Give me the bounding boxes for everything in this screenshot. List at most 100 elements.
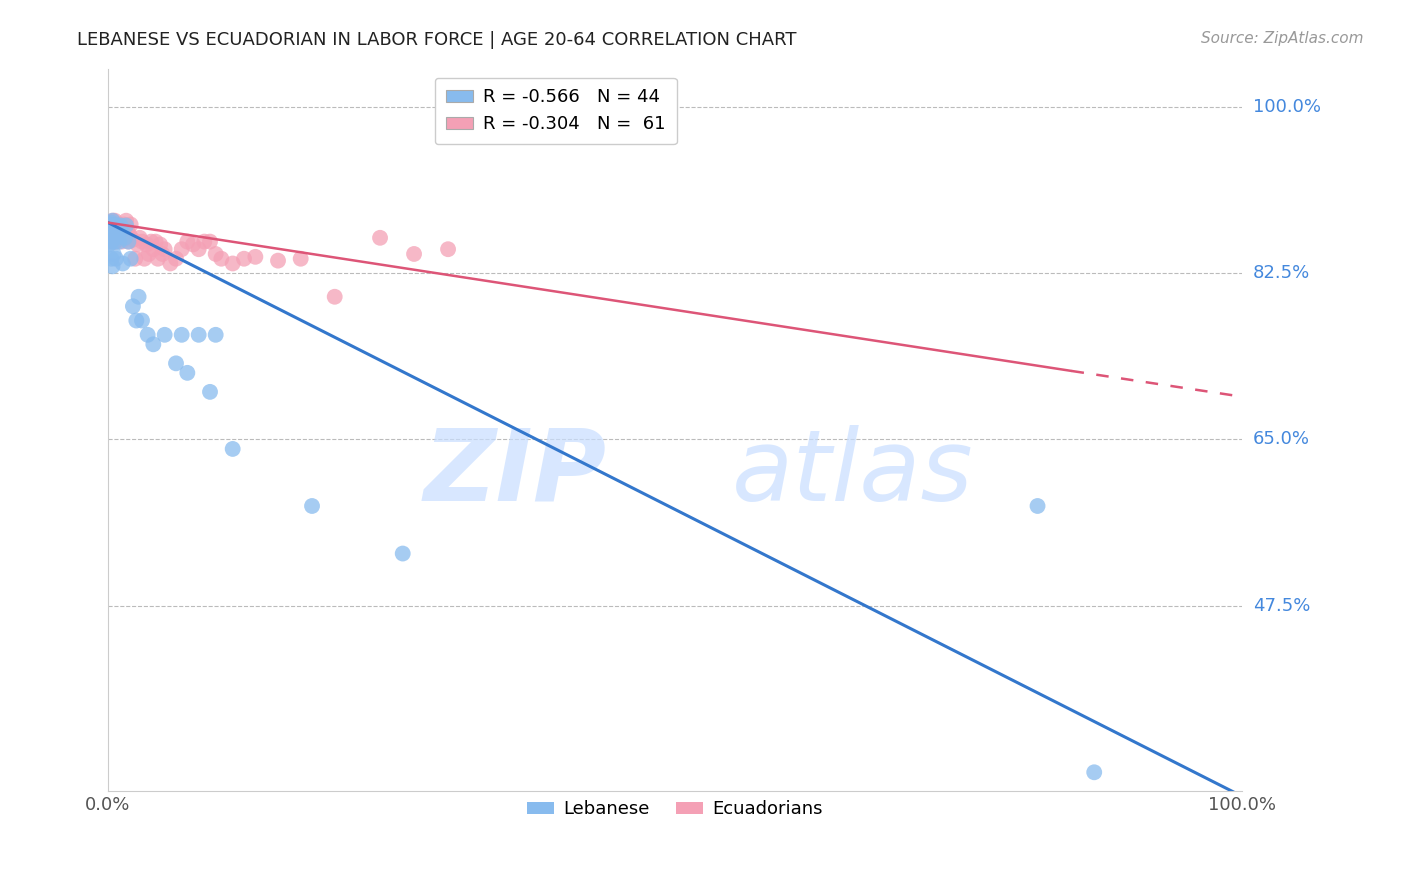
Point [1026,499,1049,513]
Point [131,313,153,327]
Point [153,242,176,256]
Point [153,327,176,342]
Point [105,218,128,232]
Point [112,218,135,232]
Point [124,252,146,266]
Point [301,499,323,513]
Point [98,237,121,252]
Point [114,231,136,245]
Point [98,233,121,247]
Point [98,223,121,237]
Point [110,223,132,237]
Point [110,227,132,242]
Point [128,290,150,304]
Point [117,223,139,237]
Point [165,252,187,266]
Point [181,237,204,252]
Point [125,313,148,327]
Point [134,252,156,266]
Point [104,231,127,245]
Point [204,327,226,342]
Point [110,235,132,249]
Point [146,252,169,266]
Point [100,219,122,233]
Point [187,242,209,256]
Point [108,223,131,237]
Point [176,235,198,249]
Text: 65.0%: 65.0% [1253,431,1310,449]
Point [101,213,124,227]
Point [127,237,149,252]
Point [170,242,193,256]
Point [101,213,124,227]
Point [142,242,165,256]
Point [120,252,142,266]
Point [142,337,165,351]
Point [117,235,139,249]
Point [98,233,121,247]
Point [105,219,128,233]
Point [98,218,121,232]
Point [290,252,312,266]
Point [100,216,122,230]
Point [323,290,346,304]
Point [114,231,136,245]
Text: 82.5%: 82.5% [1253,264,1310,282]
Point [100,235,122,249]
Point [101,227,124,242]
Text: 47.5%: 47.5% [1253,597,1310,615]
Point [103,235,125,249]
Point [198,235,221,249]
Point [100,235,122,249]
Point [105,231,128,245]
Point [221,256,243,270]
Point [193,235,215,249]
Point [368,231,391,245]
Point [104,235,127,249]
Point [176,366,198,380]
Point [159,256,181,270]
Point [131,235,153,249]
Point [138,247,160,261]
Point [145,235,167,249]
Text: Source: ZipAtlas.com: Source: ZipAtlas.com [1201,31,1364,46]
Point [101,260,124,274]
Point [108,235,131,249]
Point [187,327,209,342]
Point [101,231,124,245]
Point [104,213,127,227]
Point [107,219,129,233]
Point [136,327,159,342]
Text: LEBANESE VS ECUADORIAN IN LABOR FORCE | AGE 20-64 CORRELATION CHART: LEBANESE VS ECUADORIAN IN LABOR FORCE | … [77,31,797,49]
Point [100,252,122,266]
Point [170,327,193,342]
Point [149,237,172,252]
Point [104,225,127,239]
Text: ZIP: ZIP [423,425,607,522]
Point [152,247,174,261]
Point [104,223,127,237]
Point [135,237,157,252]
Point [221,442,243,456]
Point [104,252,127,266]
Point [122,233,145,247]
Point [391,547,413,561]
Point [111,223,134,237]
Point [165,356,187,370]
Text: atlas: atlas [731,425,973,522]
Point [98,216,121,230]
Point [245,250,267,264]
Point [107,223,129,237]
Point [204,247,226,261]
Point [103,219,125,233]
Point [104,235,127,249]
Point [198,384,221,399]
Point [115,219,138,233]
Point [111,256,134,270]
Point [117,235,139,249]
Point [98,218,121,232]
Point [120,218,142,232]
Point [104,223,127,237]
Point [128,231,150,245]
Point [118,227,141,242]
